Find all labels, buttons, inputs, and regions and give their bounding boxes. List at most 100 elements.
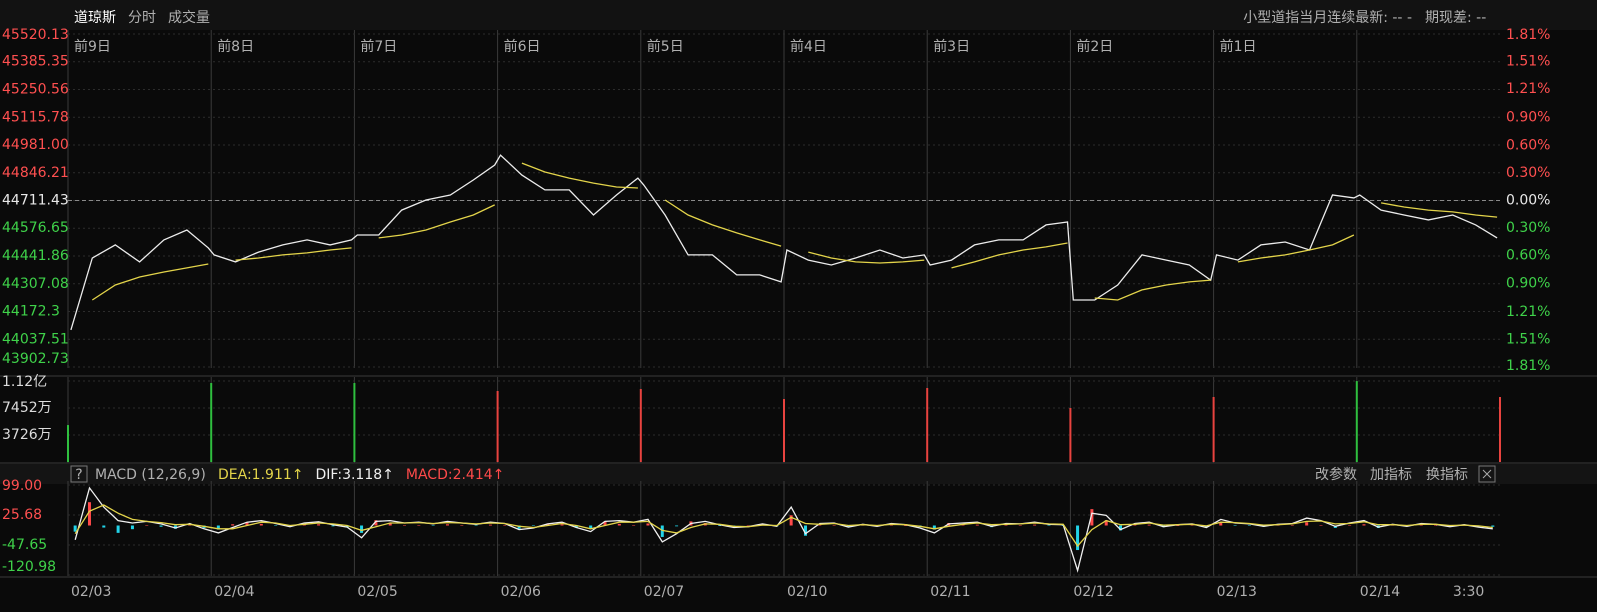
basis-info: 期现差: -- xyxy=(1425,10,1486,26)
x-tick-label: 02/03 xyxy=(71,584,111,600)
y-tick-label: 44307.08 xyxy=(2,276,69,292)
tab[interactable]: 分时 xyxy=(128,10,156,26)
histogram-bar xyxy=(460,525,464,527)
top-bar xyxy=(0,0,1597,30)
volume-bar xyxy=(353,383,356,462)
histogram-bar xyxy=(589,525,593,529)
indicator-button[interactable]: 加指标 xyxy=(1370,467,1412,483)
day-label: 前7日 xyxy=(360,38,397,55)
tab[interactable]: 成交量 xyxy=(168,9,210,26)
histogram-bar xyxy=(1219,522,1223,526)
series-line xyxy=(74,486,1493,573)
series-line xyxy=(74,504,1493,548)
y2-tick-label: 1.81% xyxy=(1506,27,1550,43)
volume-bar xyxy=(783,399,785,462)
x-tick-label: 02/11 xyxy=(930,584,970,600)
day-label: 前1日 xyxy=(1220,38,1257,55)
indicator-button[interactable]: 改参数 xyxy=(1315,466,1357,483)
histogram-bar xyxy=(1491,525,1495,527)
histogram-bar xyxy=(1362,524,1366,526)
histogram-bar xyxy=(546,523,550,526)
y-tick-label: 45520.13 xyxy=(2,27,69,43)
histogram-bar xyxy=(1076,525,1080,551)
y2-tick-label: 0.30% xyxy=(1506,165,1550,181)
volume-bar xyxy=(639,389,642,462)
histogram-bar xyxy=(259,523,263,526)
histogram-bar xyxy=(904,525,908,527)
indicator-button[interactable]: 换指标 xyxy=(1426,466,1468,483)
x-tick-label: 02/12 xyxy=(1073,584,1113,600)
y-tick-label: 7452万 xyxy=(2,400,52,416)
histogram-bar xyxy=(1133,524,1137,526)
histogram-bar xyxy=(360,525,364,533)
histogram-bar xyxy=(932,525,936,530)
histogram-bar xyxy=(474,525,478,527)
histogram-bar xyxy=(73,525,77,532)
volume-bar xyxy=(496,390,499,462)
histogram-bar xyxy=(1305,522,1309,526)
histogram-bar xyxy=(173,525,177,529)
y2-tick-label: 0.60% xyxy=(1506,137,1550,153)
help-icon[interactable]: ? xyxy=(75,467,82,483)
help-box[interactable] xyxy=(70,465,88,483)
histogram-bar xyxy=(846,525,850,528)
histogram-bar xyxy=(531,525,535,527)
histogram-bar xyxy=(889,524,893,526)
histogram-bar xyxy=(503,525,507,527)
histogram-bar xyxy=(431,525,435,527)
y2-tick-label: 1.81% xyxy=(1506,358,1550,374)
y2-tick-label: 0.00% xyxy=(1506,193,1550,209)
y-tick-label: 44172.3 xyxy=(2,303,60,319)
day-label: 前6日 xyxy=(504,38,541,55)
histogram-bar xyxy=(832,525,836,526)
histogram-bar xyxy=(803,525,807,536)
legend-entry: DEA:1.911↑ xyxy=(218,467,303,483)
y2-tick-label: 0.30% xyxy=(1506,220,1550,236)
volume-bar xyxy=(210,383,213,462)
volume-bar xyxy=(926,388,929,462)
histogram-bar xyxy=(345,525,349,528)
histogram-bar xyxy=(102,525,106,528)
close-button[interactable] xyxy=(1478,465,1496,483)
histogram-bar xyxy=(1290,525,1294,526)
x-tick-label: 02/06 xyxy=(501,584,541,600)
histogram-bar xyxy=(245,522,249,526)
histogram-bar xyxy=(1319,525,1323,526)
histogram-bar xyxy=(1348,525,1352,526)
y-tick-label: 44576.65 xyxy=(2,220,69,236)
histogram-bar xyxy=(1434,525,1438,527)
series-line xyxy=(91,162,1498,301)
histogram-bar xyxy=(1419,524,1423,526)
x-tick-label: 02/07 xyxy=(644,584,684,600)
y2-tick-label: 1.51% xyxy=(1506,54,1550,70)
histogram-bar xyxy=(789,515,793,526)
y-tick-label: 44441.86 xyxy=(2,248,69,264)
histogram-bar xyxy=(331,525,335,527)
histogram-bar xyxy=(818,524,822,526)
histogram-bar xyxy=(317,524,321,526)
histogram-bar xyxy=(1176,525,1180,527)
histogram-bar xyxy=(603,521,607,526)
x-tick-label: 3:30 xyxy=(1453,584,1484,600)
histogram-bar xyxy=(1090,509,1094,526)
histogram-bar xyxy=(188,524,192,526)
histogram-bar xyxy=(87,502,91,526)
histogram-bar xyxy=(718,525,722,527)
x-tick-label: 02/04 xyxy=(214,584,254,600)
histogram-bar xyxy=(274,525,278,527)
day-label: 前9日 xyxy=(74,38,111,55)
day-label: 前5日 xyxy=(647,38,684,55)
y-tick-label: 45115.78 xyxy=(2,109,69,125)
day-label: 前2日 xyxy=(1076,38,1113,55)
y-tick-label: 99.00 xyxy=(2,478,42,494)
volume-bar xyxy=(1069,408,1072,462)
histogram-bar xyxy=(130,525,134,530)
volume-bar xyxy=(1499,397,1501,462)
tab[interactable]: 道琼斯 xyxy=(74,10,116,26)
histogram-bar xyxy=(1004,524,1008,526)
histogram-bar xyxy=(1104,520,1108,526)
volume-bar xyxy=(67,425,69,462)
x-tick-label: 02/10 xyxy=(787,584,827,600)
histogram-bar xyxy=(1190,525,1194,526)
